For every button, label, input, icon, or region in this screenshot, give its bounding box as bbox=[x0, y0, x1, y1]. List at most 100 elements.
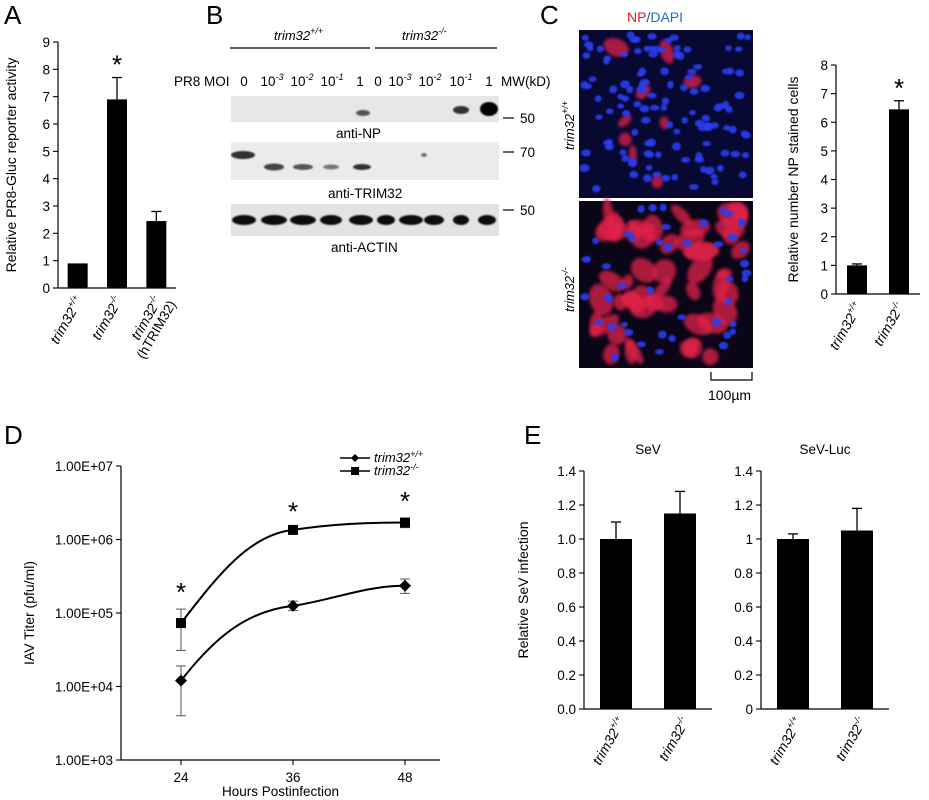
dapi-nucleus bbox=[596, 45, 605, 53]
y-tick-label: 0.6 bbox=[734, 600, 753, 615]
dapi-nucleus bbox=[631, 128, 639, 136]
y-tick-label: 1.00E+07 bbox=[55, 459, 113, 474]
dapi-nucleus bbox=[725, 45, 732, 51]
blot-moi-value: 0 bbox=[240, 74, 248, 89]
y-tick-label: 1.00E+03 bbox=[55, 753, 113, 768]
chart-title: SeV bbox=[635, 442, 661, 457]
dapi-nucleus bbox=[729, 321, 737, 328]
dapi-nucleus bbox=[672, 142, 681, 151]
blot-actin-band bbox=[261, 215, 287, 225]
dapi-nucleus bbox=[684, 74, 693, 81]
data-point-diamond bbox=[287, 599, 299, 612]
np-stained-cell bbox=[618, 132, 632, 147]
bar bbox=[67, 263, 88, 288]
blot-mw-np: 50 bbox=[520, 111, 535, 126]
dapi-nucleus bbox=[726, 276, 734, 282]
dapi-nucleus bbox=[657, 46, 666, 53]
y-tick-label: 1.00E+04 bbox=[55, 680, 114, 695]
dapi-nucleus bbox=[643, 45, 651, 52]
dapi-nucleus bbox=[738, 171, 747, 179]
blot-moi-value: 0 bbox=[374, 74, 382, 89]
dapi-nucleus bbox=[655, 349, 664, 355]
np-stained-cell bbox=[671, 204, 692, 226]
x-axis-title: Hours Postinfection bbox=[222, 784, 339, 799]
np-stained-cell bbox=[685, 281, 701, 301]
blot-actin-band bbox=[424, 215, 444, 225]
y-tick-label: 0.2 bbox=[557, 668, 576, 683]
y-tick-label: 1 bbox=[42, 254, 50, 269]
dapi-nucleus bbox=[673, 45, 681, 52]
dapi-nucleus bbox=[605, 108, 614, 115]
dapi-nucleus bbox=[611, 353, 619, 362]
dapi-nucleus bbox=[639, 105, 650, 113]
x-category-label: trim32-/- bbox=[869, 299, 907, 349]
dapi-nucleus bbox=[689, 110, 696, 116]
blot-trim32-membrane bbox=[231, 142, 499, 180]
dapi-nucleus bbox=[636, 85, 647, 94]
dapi-nucleus bbox=[621, 110, 631, 117]
dapi-nucleus bbox=[637, 204, 645, 213]
dapi-nucleus bbox=[580, 81, 589, 89]
bar bbox=[777, 539, 809, 709]
y-tick-label: 2 bbox=[42, 226, 50, 241]
dapi-nucleus bbox=[606, 297, 613, 303]
dapi-nucleus bbox=[727, 67, 735, 75]
dapi-nucleus bbox=[655, 238, 663, 246]
panel-label-a: A bbox=[4, 0, 22, 30]
dapi-nucleus bbox=[680, 84, 688, 92]
x-category-label: trim32+/+ bbox=[46, 293, 87, 346]
blot-np-band bbox=[356, 110, 370, 116]
dapi-nucleus bbox=[620, 80, 630, 89]
dapi-nucleus bbox=[603, 140, 612, 146]
dapi-nucleus bbox=[740, 259, 750, 268]
dapi-nucleus bbox=[723, 331, 731, 340]
bar bbox=[146, 221, 167, 288]
dapi-nucleus bbox=[673, 50, 681, 59]
np-stained-cell bbox=[651, 174, 664, 189]
dapi-nucleus bbox=[655, 151, 662, 158]
dapi-nucleus bbox=[735, 69, 745, 77]
y-tick-label: 1.4 bbox=[734, 464, 753, 479]
np-stained-cell bbox=[715, 218, 745, 239]
y-tick-label: 1 bbox=[820, 258, 828, 273]
np-stained-cell bbox=[712, 296, 738, 326]
micrographs: NP/DAPI trim32+/+ trim32-/- 100µm bbox=[560, 9, 753, 403]
dapi-nucleus bbox=[694, 119, 705, 127]
x-category-label: trim32+/+ bbox=[825, 299, 866, 352]
chart-d-iav-titer: 1.00E+03 1.00E+04 1.00E+05 1.00E+06 1.00E+07… bbox=[21, 449, 440, 799]
blot-mw-label: MW(kD) bbox=[501, 74, 550, 89]
blot-moi-value: 10-3 bbox=[260, 72, 283, 89]
blot-moi-values: 0 10-3 10-2 10-1 1 0 10-3 10-2 10-1 1 bbox=[240, 72, 493, 89]
y-axis-title: Relative SeV infection bbox=[515, 522, 531, 659]
dapi-nucleus bbox=[668, 334, 676, 342]
dapi-nucleus bbox=[663, 243, 673, 251]
blot-trim32-band bbox=[353, 164, 371, 170]
x-tick-label: 48 bbox=[397, 770, 412, 785]
significance-star: * bbox=[288, 496, 298, 526]
dapi-nucleus bbox=[737, 32, 745, 40]
dapi-nucleus bbox=[689, 183, 699, 190]
dapi-nucleus bbox=[644, 140, 654, 147]
legend-marker-square bbox=[351, 467, 359, 475]
dapi-nucleus bbox=[632, 36, 641, 43]
blot-actin-band bbox=[320, 215, 342, 225]
dapi-nucleus bbox=[681, 117, 689, 124]
scale-bar-label: 100µm bbox=[708, 387, 751, 403]
dapi-nucleus bbox=[682, 239, 692, 247]
dapi-nucleus bbox=[607, 323, 617, 331]
blot-np-band bbox=[480, 102, 498, 116]
legend-entry: trim32-/- bbox=[374, 462, 419, 478]
np-stained-cell bbox=[624, 340, 638, 365]
blot-np-band bbox=[453, 106, 469, 114]
dapi-nucleus bbox=[701, 114, 711, 122]
dapi-nucleus bbox=[677, 314, 686, 320]
dapi-nucleus bbox=[624, 328, 634, 336]
blot-trim32-band bbox=[323, 164, 339, 170]
data-point-square bbox=[176, 618, 186, 629]
dapi-nucleus bbox=[687, 68, 697, 75]
dapi-nucleus bbox=[603, 55, 612, 62]
blot-actin-band bbox=[478, 215, 496, 225]
dapi-nucleus bbox=[581, 149, 591, 157]
blot-actin-band bbox=[290, 215, 316, 225]
blot-actin-bands bbox=[232, 215, 496, 225]
